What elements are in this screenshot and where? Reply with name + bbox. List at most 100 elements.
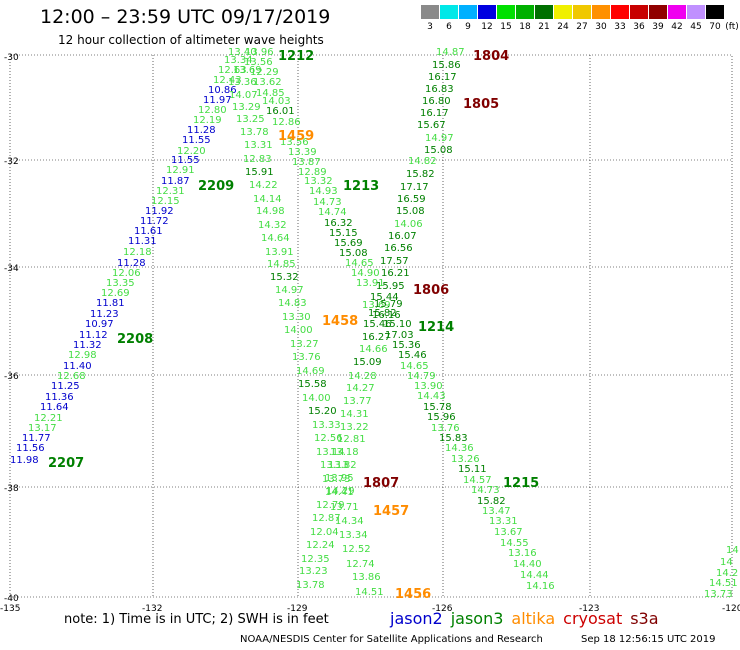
wave-height-reading: 13.86 (352, 572, 381, 583)
wave-height-reading: 12.29 (250, 67, 279, 78)
wave-height-reading: 16.80 (422, 96, 451, 107)
wave-height-reading: 13.82 (328, 460, 357, 471)
wave-height-reading: 14.31 (340, 409, 369, 420)
wave-height-reading: 15.15 (329, 228, 358, 239)
wave-height-reading: 12.74 (346, 559, 375, 570)
wave-height-reading: 16.59 (397, 194, 426, 205)
wave-height-reading: 14.32 (258, 220, 287, 231)
wave-height-reading: 14.97 (275, 285, 304, 296)
wave-height-reading: 14.41 (325, 487, 354, 498)
pass-time-label: 1459 (278, 129, 314, 144)
wave-height-reading: 14.40 (513, 559, 542, 570)
colorbar-label: 39 (652, 22, 664, 32)
colorbar-swatch (478, 5, 496, 19)
pass-time-label: 2207 (48, 456, 84, 471)
pass-time-label: 1805 (463, 97, 499, 112)
wave-height-reading: 12.43 (213, 75, 242, 86)
colorbar-label: 27 (576, 22, 588, 32)
pass-labels: 2207 2208 2209 1212 1213 1214 1215 1804 1805 1806… (48, 49, 539, 602)
wave-height-reading: 11.28 (187, 125, 216, 136)
wave-height-reading: 13.35 (106, 278, 135, 289)
wave-height-reading: 14.29 (326, 486, 355, 497)
lat-label: -34 (4, 264, 19, 274)
wave-height-reading: 12.98 (68, 350, 97, 361)
colorbar-swatch (516, 5, 534, 19)
wave-height-reading: 13.29 (232, 102, 261, 113)
wave-height-reading: 13.36 (228, 77, 257, 88)
wave-height-reading: 13.34 (224, 55, 253, 66)
legend-jason2: jason2 (390, 609, 443, 628)
wave-height-reading: 12.24 (306, 540, 335, 551)
wave-height-reading: 13.73 (322, 474, 351, 485)
colorbar-label: 3 (427, 22, 433, 32)
wave-height-reading: 15.10 (383, 319, 412, 330)
wave-height-reading: 16.17 (428, 72, 457, 83)
pass-time-label: 1215 (503, 476, 539, 491)
wave-height-reading: 12.18 (123, 247, 152, 258)
wave-height-reading: 14.87 (436, 47, 465, 58)
wave-height-reading: 13.69 (362, 300, 391, 311)
lat-label: -40 (4, 594, 19, 604)
wave-height-reading: 14.28 (348, 371, 377, 382)
pass-time-label: 1458 (322, 314, 358, 329)
wave-height-reading: 13.39 (288, 147, 317, 158)
wave-height-reading: 14.79 (407, 371, 436, 382)
wave-height-reading: 16.07 (388, 231, 417, 242)
wave-height-reading: 14.22 (249, 180, 278, 191)
wave-height-reading: 13.91 (356, 278, 385, 289)
wave-height-reading: 11.55 (182, 135, 211, 146)
wave-height-reading: 12.04 (310, 527, 339, 538)
wave-height-reading: 13.96 (245, 47, 274, 58)
wave-height-reading: 14.27 (346, 383, 375, 394)
colorbar-swatch (554, 5, 572, 19)
wave-height-reading: 13.14 (316, 447, 345, 458)
wave-height-reading: 16.16 (372, 310, 401, 321)
colorbar-swatch (535, 5, 553, 19)
lon-label: -132 (142, 604, 162, 614)
wave-height-reading: 11.81 (96, 298, 125, 309)
wave-height-reading: 15.32 (270, 272, 299, 283)
wave-height-reading: 16.32 (324, 218, 353, 229)
colorbar-label: 36 (633, 22, 645, 32)
wave-height-reading: 16.83 (425, 84, 454, 95)
pass-time-label: 1457 (373, 504, 409, 519)
legend-jason3: jason3 (450, 609, 504, 628)
wave-height-reading: 11.28 (117, 258, 146, 269)
wave-height-reading: 14.55 (500, 538, 529, 549)
pass-time-label: 1212 (278, 49, 314, 64)
wave-height-reading: 16.21 (381, 268, 410, 279)
wave-height-reading: 11.92 (145, 206, 174, 217)
pass-time-label: 1214 (418, 320, 454, 335)
wave-height-reading: 13.31 (489, 516, 518, 527)
longitude-labels: -135 -132 -129 -126 -123 -120 (0, 604, 740, 614)
wave-height-reading: 12.87 (312, 513, 341, 524)
wave-height-reading: 12.69 (101, 288, 130, 299)
wave-height-reading: 15.20 (308, 406, 337, 417)
wave-height-reading: 15.58 (298, 379, 327, 390)
wave-height-reading: 12.63 (218, 65, 247, 76)
lon-label: -135 (0, 604, 20, 614)
colorbar-swatch (649, 5, 667, 19)
wave-height-reading: 13.76 (431, 423, 460, 434)
colorbar-swatch (687, 5, 705, 19)
wave-height-reading: 12.19 (193, 115, 222, 126)
colorbar-swatch (611, 5, 629, 19)
lat-label: -38 (4, 484, 19, 494)
wave-height-reading: 13.67 (494, 527, 523, 538)
wave-height-reading: 13.33 (312, 420, 341, 431)
wave-height-reading: 16.56 (384, 243, 413, 254)
wave-height-reading: 17.17 (400, 182, 429, 193)
wave-height-reading: 15.46 (398, 350, 427, 361)
wave-height-reading: 12.81 (337, 434, 366, 445)
wave-height-reading: 13.77 (343, 396, 372, 407)
wave-height-reading: 14.98 (256, 206, 285, 217)
wave-height-reading: 15.91 (245, 167, 274, 178)
lat-label: -30 (4, 53, 19, 63)
wave-height-reading: 13.78 (296, 580, 325, 591)
wave-height-reading: 15.86 (432, 60, 461, 71)
wave-height-reading: 12.31 (156, 186, 185, 197)
pass-time-label: 1213 (343, 179, 379, 194)
pass-time-label: 2209 (198, 179, 234, 194)
wave-height-reading: 14.06 (394, 219, 423, 230)
